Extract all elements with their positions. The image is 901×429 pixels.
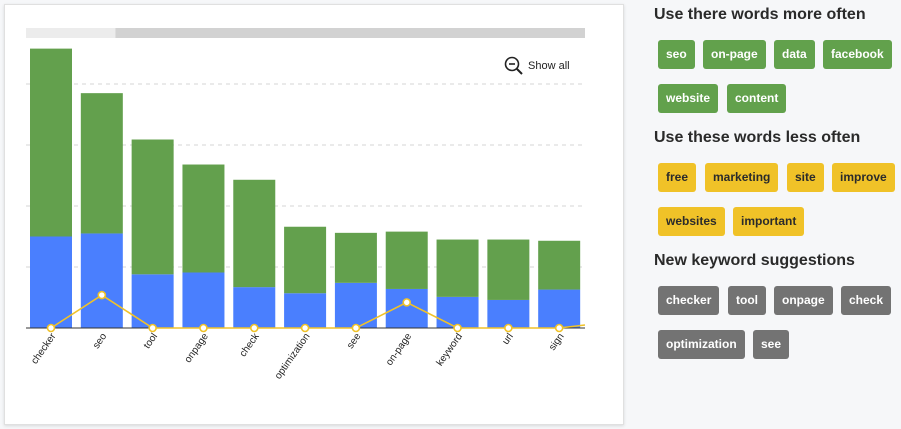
keyword-chip-marketing[interactable]: marketing	[705, 163, 779, 192]
keyword-chip-content[interactable]: content	[727, 84, 787, 113]
bar-see-segment-2[interactable]	[334, 232, 377, 283]
bar-tool-segment-1[interactable]	[131, 274, 174, 328]
line-point-onpage[interactable]	[199, 323, 208, 333]
keyword-chip-facebook[interactable]: facebook	[823, 40, 892, 69]
x-tick-label-seo: seo	[91, 331, 110, 351]
line-point-keyword[interactable]	[453, 323, 462, 333]
bar-checker-segment-1[interactable]	[30, 236, 72, 329]
line-point-tool[interactable]	[148, 323, 157, 333]
keyword-chip-websites[interactable]: websites	[658, 207, 725, 236]
line-point-see[interactable]	[351, 323, 361, 333]
section-title-gray: New keyword suggestions	[654, 252, 855, 269]
bar-url-segment-1[interactable]	[487, 299, 530, 328]
keyword-chip-website[interactable]: website	[658, 84, 719, 113]
bar-on-page-segment-1[interactable]	[385, 288, 428, 328]
x-tick-label-checker: checker	[29, 331, 58, 367]
keyword-chip-see[interactable]: see	[753, 330, 790, 359]
x-tick-label-see: see	[345, 331, 364, 351]
keyword-chip-improve[interactable]: improve	[832, 163, 895, 192]
keyword-chart: checker seo tool onpage check optimization see…	[26, 28, 586, 381]
line-point-seo[interactable]	[97, 290, 107, 300]
bar-keyword-segment-1[interactable]	[436, 296, 479, 328]
line-series	[50, 294, 586, 329]
keyword-chip-on-page[interactable]: on-page	[703, 40, 766, 69]
bar-tool-segment-2[interactable]	[131, 139, 174, 275]
x-tick-label-url: url	[500, 331, 515, 346]
keyword-chip-checker[interactable]: checker	[658, 286, 720, 315]
show-all-button[interactable]: Show all	[504, 56, 570, 75]
chart-card: checker seo tool onpage check optimization see…	[4, 4, 624, 425]
line-point-sign[interactable]	[554, 323, 564, 333]
keyword-chip-check[interactable]: check	[841, 286, 892, 315]
line-point-url[interactable]	[504, 323, 513, 333]
show-all-label: Show all	[528, 60, 570, 72]
bar-onpage-segment-2[interactable]	[182, 164, 225, 273]
line-point-on-page[interactable]	[402, 298, 412, 307]
bar-sign-segment-1[interactable]	[538, 289, 581, 328]
line-point-check[interactable]	[249, 323, 259, 333]
keyword-chip-seo[interactable]: seo	[658, 40, 695, 69]
bar-on-page-segment-2[interactable]	[385, 231, 428, 289]
x-tick-label-onpage: onpage	[183, 331, 211, 365]
x-tick-label-keyword: keyword	[435, 331, 465, 368]
bar-seo-segment-1[interactable]	[80, 233, 123, 328]
line-point-checker[interactable]	[46, 323, 56, 333]
keyword-chip-site[interactable]: site	[787, 163, 824, 192]
scrollbar-track[interactable]	[26, 28, 585, 38]
zoom-out-icon	[504, 56, 523, 75]
keyword-chip-important[interactable]: important	[733, 207, 805, 236]
section-title-yellow: Use these words less often	[654, 129, 861, 146]
keyword-chip-tool[interactable]: tool	[728, 286, 766, 315]
keyword-chip-onpage[interactable]: onpage	[774, 286, 833, 315]
bar-check-segment-2[interactable]	[233, 179, 276, 288]
x-tick-label-tool: tool	[142, 331, 160, 351]
bar-seo-segment-2[interactable]	[80, 93, 123, 234]
section-title-green: Use there words more often	[654, 6, 866, 23]
bar-checker-segment-2[interactable]	[30, 48, 72, 237]
bar-onpage-segment-1[interactable]	[182, 272, 225, 328]
x-tick-label-on-page: on-page	[384, 331, 414, 368]
keyword-chip-data[interactable]: data	[774, 40, 815, 69]
x-tick-label-optimization: optimization	[273, 331, 313, 381]
bar-optimization-segment-2[interactable]	[284, 226, 327, 294]
x-tick-label-check: check	[238, 331, 263, 360]
line-point-optimization[interactable]	[300, 323, 310, 333]
keyword-chip-optimization[interactable]: optimization	[658, 330, 745, 359]
scrollbar-thumb[interactable]	[26, 28, 116, 38]
bar-check-segment-1[interactable]	[233, 287, 276, 328]
bar-url-segment-2[interactable]	[487, 239, 530, 300]
bar-keyword-segment-2[interactable]	[436, 239, 479, 297]
x-tick-label-sign: sign	[547, 331, 567, 352]
keyword-chip-free[interactable]: free	[658, 163, 697, 192]
bar-optimization-segment-1[interactable]	[284, 293, 327, 328]
bar-sign-segment-2[interactable]	[538, 240, 581, 290]
